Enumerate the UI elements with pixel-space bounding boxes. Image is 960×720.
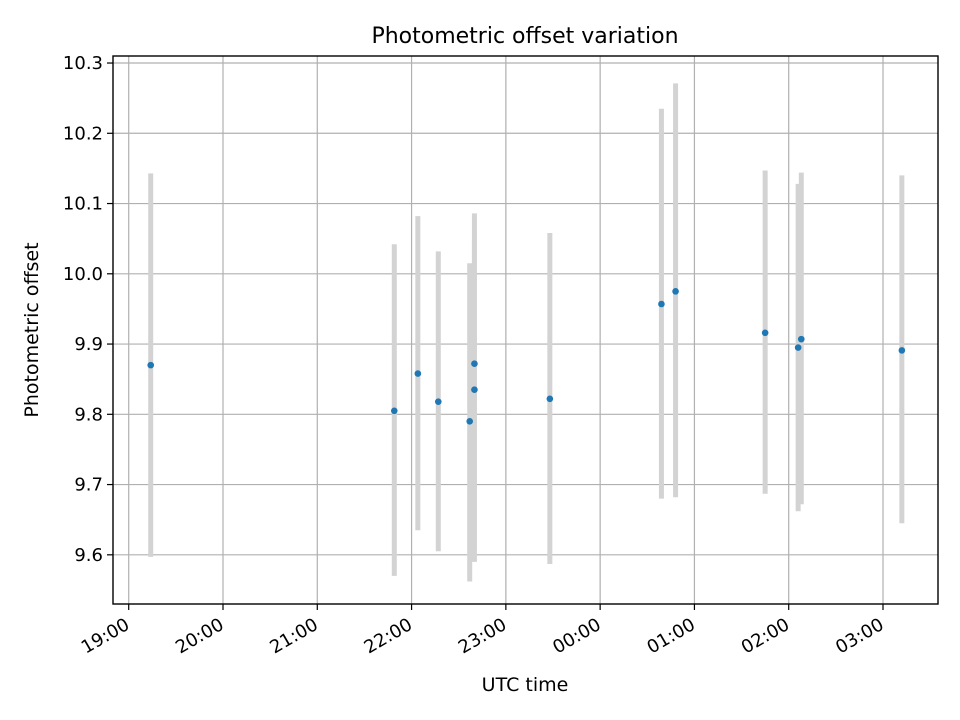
data-point [147,361,155,369]
data-point [471,386,478,394]
y-axis-label: Photometric offset [21,242,43,417]
x-axis-label: UTC time [482,674,569,696]
y-tick-label: 10.0 [63,264,103,285]
data-point [658,300,665,308]
data-point [761,329,769,337]
data-point [471,360,478,368]
y-tick-label: 9.6 [74,545,103,566]
data-point [434,398,442,405]
y-tick-label: 10.2 [63,123,103,144]
data-point [794,344,802,351]
data-point [390,407,398,415]
y-tick-label: 9.8 [74,404,103,425]
y-tick-label: 10.3 [63,53,103,74]
data-point [466,418,474,425]
data-point [797,335,805,343]
chart-title: Photometric offset variation [371,24,678,49]
y-tick-label: 9.7 [74,475,103,496]
data-point [898,347,906,354]
y-tick-label: 9.9 [74,334,103,355]
marks-layer [147,83,906,582]
y-tick-label: 10.1 [63,194,103,215]
data-point [414,370,422,377]
data-point [672,288,679,295]
plot-frame [112,55,939,605]
data-point [546,395,554,403]
